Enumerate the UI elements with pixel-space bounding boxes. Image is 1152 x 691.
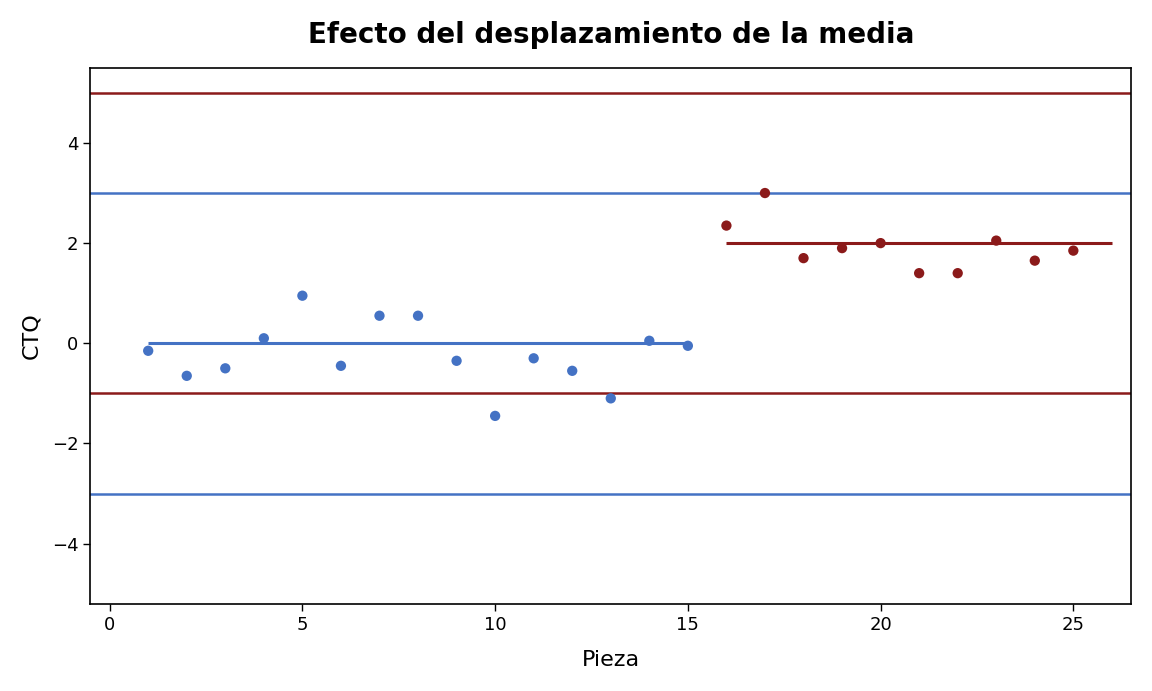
Point: [177, 370, 196, 381]
Point: [833, 243, 851, 254]
Point: [718, 220, 736, 231]
Point: [370, 310, 388, 321]
Point: [255, 333, 273, 344]
Point: [524, 353, 543, 364]
Point: [486, 410, 505, 422]
Point: [563, 366, 582, 377]
Point: [756, 187, 774, 198]
Point: [447, 355, 465, 366]
Point: [910, 267, 929, 278]
Point: [679, 340, 697, 351]
Point: [794, 253, 812, 264]
Point: [948, 267, 967, 278]
Point: [1025, 255, 1044, 266]
Point: [217, 363, 235, 374]
Point: [641, 335, 659, 346]
Point: [871, 238, 889, 249]
X-axis label: Pieza: Pieza: [582, 650, 639, 670]
Y-axis label: CTQ: CTQ: [21, 312, 40, 359]
Point: [332, 360, 350, 371]
Point: [139, 346, 158, 357]
Point: [1064, 245, 1083, 256]
Point: [409, 310, 427, 321]
Point: [601, 393, 620, 404]
Point: [293, 290, 311, 301]
Point: [987, 235, 1006, 246]
Title: Efecto del desplazamiento de la media: Efecto del desplazamiento de la media: [308, 21, 914, 49]
